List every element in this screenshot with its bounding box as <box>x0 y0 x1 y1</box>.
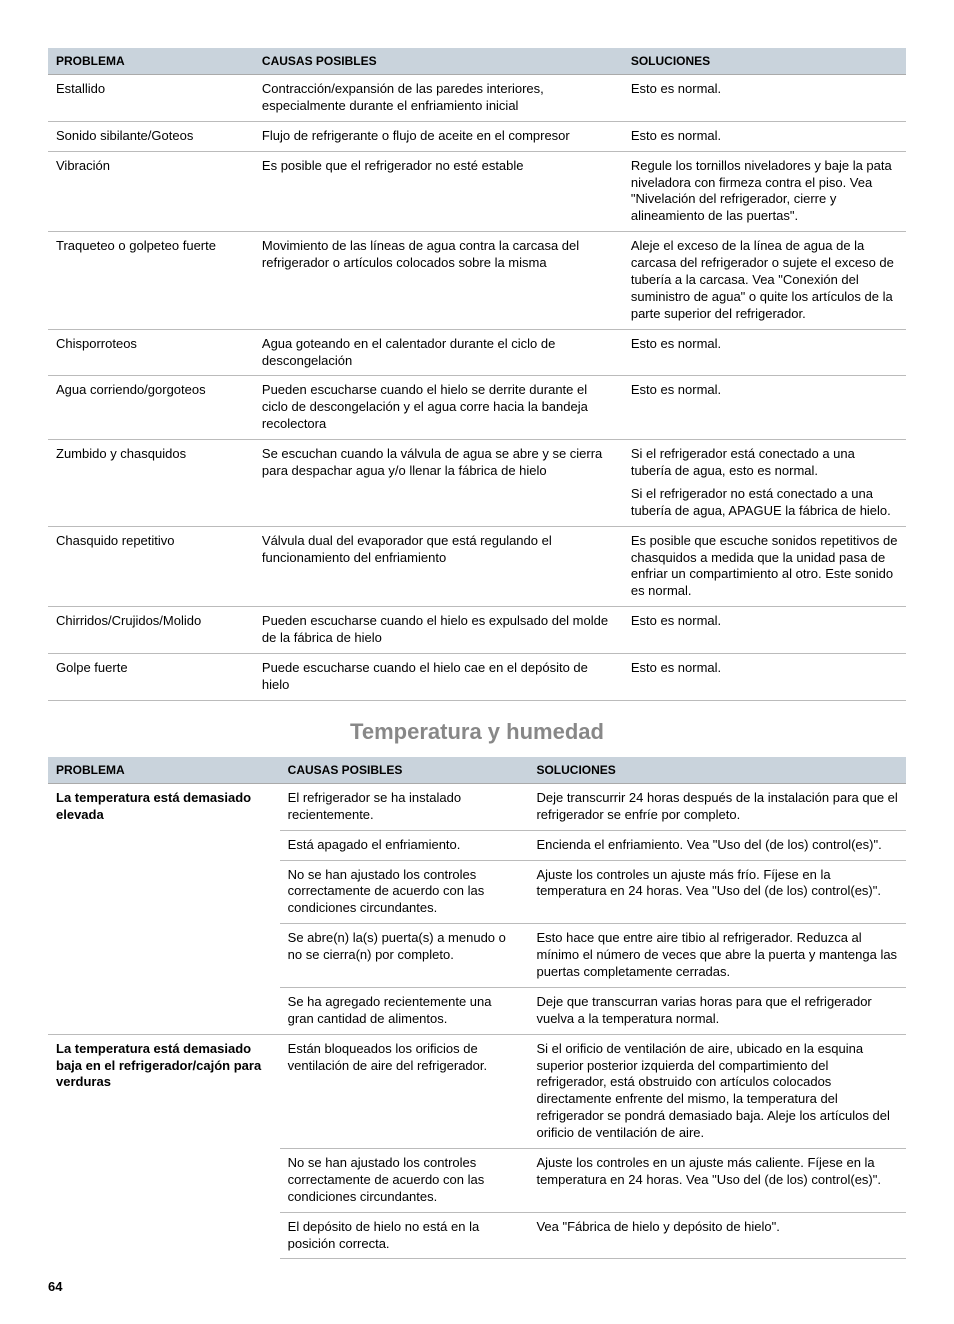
table-row: Agua corriendo/gorgoteos Pueden escuchar… <box>48 376 906 440</box>
cell-causas: Válvula dual del evaporador que está reg… <box>254 526 623 607</box>
table-row: El depósito de hielo no está en la posic… <box>48 1212 906 1259</box>
cell-problema: Chasquido repetitivo <box>48 526 254 607</box>
table-row: No se han ajustado los controles correct… <box>48 860 906 924</box>
col-header-causas: CAUSAS POSIBLES <box>254 48 623 75</box>
cell-problema: Golpe fuerte <box>48 654 254 701</box>
cell-problema: Traqueteo o golpeteo fuerte <box>48 232 254 329</box>
troubleshooting-table-temperature: PROBLEMA CAUSAS POSIBLES SOLUCIONES La t… <box>48 757 906 1260</box>
cell-soluciones: Es posible que escuche sonidos repetitiv… <box>623 526 906 607</box>
cell-causas: Flujo de refrigerante o flujo de aceite … <box>254 121 623 151</box>
cell-empty <box>48 860 280 924</box>
table-row: Sonido sibilante/Goteos Flujo de refrige… <box>48 121 906 151</box>
cell-problema: La temperatura está demasiado elevada <box>48 783 280 830</box>
col-header-causas: CAUSAS POSIBLES <box>280 757 529 784</box>
cell-causas: Se abre(n) la(s) puerta(s) a menudo o no… <box>280 924 529 988</box>
section-title: Temperatura y humedad <box>48 719 906 745</box>
table-row: No se han ajustado los controles correct… <box>48 1148 906 1212</box>
cell-soluciones: Esto es normal. <box>623 329 906 376</box>
page-number: 64 <box>48 1279 906 1294</box>
cell-causas: Es posible que el refrigerador no esté e… <box>254 151 623 232</box>
cell-problema: Chirridos/Crujidos/Molido <box>48 607 254 654</box>
cell-causas: El depósito de hielo no está en la posic… <box>280 1212 529 1259</box>
cell-soluciones: Deje transcurrir 24 horas después de la … <box>528 783 906 830</box>
table-row: La temperatura está demasiado baja en el… <box>48 1034 906 1148</box>
table-header-row: PROBLEMA CAUSAS POSIBLES SOLUCIONES <box>48 757 906 784</box>
cell-problema: Chisporroteos <box>48 329 254 376</box>
table-header-row: PROBLEMA CAUSAS POSIBLES SOLUCIONES <box>48 48 906 75</box>
cell-soluciones: Encienda el enfriamiento. Vea "Uso del (… <box>528 830 906 860</box>
cell-causas: Puede escucharse cuando el hielo cae en … <box>254 654 623 701</box>
cell-soluciones: Vea "Fábrica de hielo y depósito de hiel… <box>528 1212 906 1259</box>
cell-soluciones: Si el refrigerador está conectado a una … <box>623 440 906 527</box>
cell-causas: Está apagado el enfriamiento. <box>280 830 529 860</box>
cell-problema: Estallido <box>48 75 254 122</box>
cell-soluciones: Esto es normal. <box>623 75 906 122</box>
col-header-soluciones: SOLUCIONES <box>528 757 906 784</box>
cell-soluciones: Esto hace que entre aire tibio al refrig… <box>528 924 906 988</box>
table-row: Chisporroteos Agua goteando en el calent… <box>48 329 906 376</box>
cell-causas: Pueden escucharse cuando el hielo es exp… <box>254 607 623 654</box>
cell-causas: Movimiento de las líneas de agua contra … <box>254 232 623 329</box>
table-row: Golpe fuerte Puede escucharse cuando el … <box>48 654 906 701</box>
table-row: La temperatura está demasiado elevada El… <box>48 783 906 830</box>
cell-soluciones: Esto es normal. <box>623 654 906 701</box>
cell-soluciones: Ajuste los controles en un ajuste más ca… <box>528 1148 906 1212</box>
cell-empty <box>48 1212 280 1259</box>
cell-problema: Sonido sibilante/Goteos <box>48 121 254 151</box>
cell-empty <box>48 924 280 988</box>
cell-soluciones: Si el orificio de ventilación de aire, u… <box>528 1034 906 1148</box>
troubleshooting-table-sounds: PROBLEMA CAUSAS POSIBLES SOLUCIONES Esta… <box>48 48 906 701</box>
cell-causas: Están bloqueados los orificios de ventil… <box>280 1034 529 1148</box>
table-row: Zumbido y chasquidos Se escuchan cuando … <box>48 440 906 527</box>
solution-text: Si el refrigerador no está conectado a u… <box>631 486 898 520</box>
cell-soluciones: Deje que transcurran varias horas para q… <box>528 987 906 1034</box>
table-row: Chirridos/Crujidos/Molido Pueden escucha… <box>48 607 906 654</box>
table-row: Chasquido repetitivo Válvula dual del ev… <box>48 526 906 607</box>
cell-soluciones: Esto es normal. <box>623 376 906 440</box>
cell-problema: La temperatura está demasiado baja en el… <box>48 1034 280 1148</box>
col-header-problema: PROBLEMA <box>48 48 254 75</box>
table-row: Se abre(n) la(s) puerta(s) a menudo o no… <box>48 924 906 988</box>
table-row: Se ha agregado recientemente una gran ca… <box>48 987 906 1034</box>
table-row: Estallido Contracción/expansión de las p… <box>48 75 906 122</box>
cell-causas: Contracción/expansión de las paredes int… <box>254 75 623 122</box>
cell-soluciones: Esto es normal. <box>623 121 906 151</box>
cell-empty <box>48 1148 280 1212</box>
cell-causas: Se escuchan cuando la válvula de agua se… <box>254 440 623 527</box>
col-header-soluciones: SOLUCIONES <box>623 48 906 75</box>
cell-causas: El refrigerador se ha instalado reciente… <box>280 783 529 830</box>
cell-causas: No se han ajustado los controles correct… <box>280 860 529 924</box>
cell-soluciones: Esto es normal. <box>623 607 906 654</box>
cell-causas: Pueden escucharse cuando el hielo se der… <box>254 376 623 440</box>
cell-problema: Zumbido y chasquidos <box>48 440 254 527</box>
cell-soluciones: Ajuste los controles un ajuste más frío.… <box>528 860 906 924</box>
table-row: Está apagado el enfriamiento. Encienda e… <box>48 830 906 860</box>
solution-text: Si el refrigerador está conectado a una … <box>631 446 898 480</box>
cell-causas: No se han ajustado los controles correct… <box>280 1148 529 1212</box>
cell-soluciones: Aleje el exceso de la línea de agua de l… <box>623 232 906 329</box>
table-row: Traqueteo o golpeteo fuerte Movimiento d… <box>48 232 906 329</box>
cell-causas: Se ha agregado recientemente una gran ca… <box>280 987 529 1034</box>
cell-causas: Agua goteando en el calentador durante e… <box>254 329 623 376</box>
cell-empty <box>48 830 280 860</box>
table-row: Vibración Es posible que el refrigerador… <box>48 151 906 232</box>
cell-empty <box>48 987 280 1034</box>
cell-soluciones: Regule los tornillos niveladores y baje … <box>623 151 906 232</box>
cell-problema: Vibración <box>48 151 254 232</box>
cell-problema: Agua corriendo/gorgoteos <box>48 376 254 440</box>
col-header-problema: PROBLEMA <box>48 757 280 784</box>
